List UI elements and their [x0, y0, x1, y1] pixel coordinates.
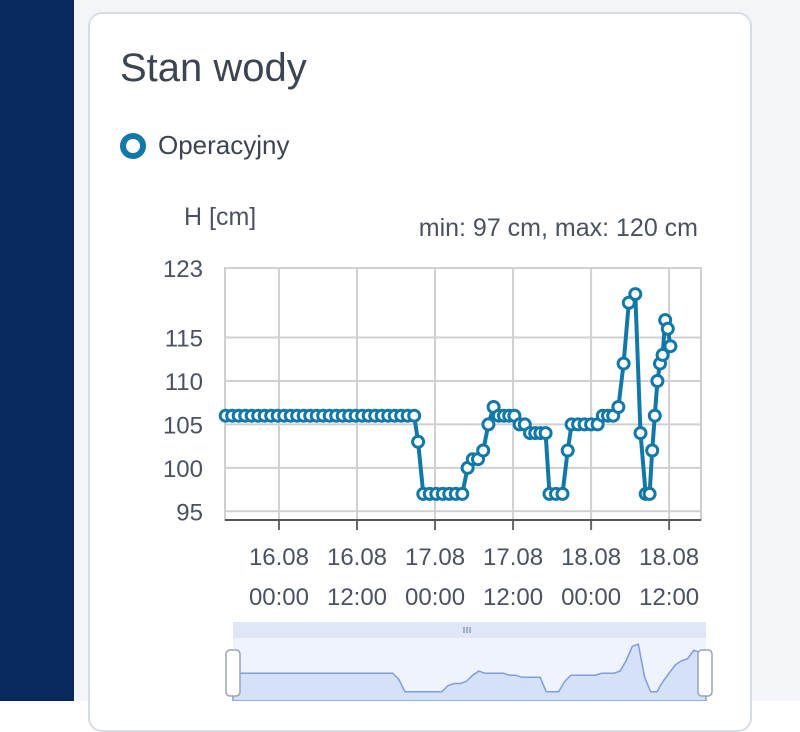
data-point [660, 321, 675, 336]
data-point [616, 356, 631, 371]
data-point [455, 486, 470, 501]
data-point [555, 486, 570, 501]
data-point [647, 408, 662, 423]
data-point [407, 408, 422, 423]
data-point [633, 426, 648, 441]
y-tick-label: 95 [176, 499, 203, 526]
x-tick-label-time: 00:00 [405, 584, 465, 611]
y-axis-label: H [cm] [184, 203, 256, 231]
data-point [655, 347, 670, 362]
data-point [642, 486, 657, 501]
data-point [611, 400, 626, 414]
water-level-chart: H [cm] min: 97 cm, max: 120 cm 95 100 105 1… [163, 203, 713, 701]
min-max-summary: min: 97 cm, max: 120 cm [419, 214, 698, 242]
data-point [663, 339, 678, 354]
x-tick-label-time: 12:00 [483, 584, 543, 611]
card-title: Stan wody [120, 46, 307, 90]
data-point [411, 434, 426, 449]
y-axis-ticks: 95 100 105 110 115 123 [163, 256, 203, 526]
x-tick-label-time: 12:00 [639, 584, 699, 611]
y-tick-label: 105 [163, 412, 203, 439]
data-point [645, 443, 660, 458]
data-point [481, 417, 496, 432]
legend-circle-icon [120, 132, 146, 159]
series-line [225, 292, 673, 496]
data-point [538, 426, 553, 441]
data-point [621, 295, 636, 310]
y-tick-label: 123 [163, 256, 203, 283]
water-level-card: Stan wody Operacyjny [88, 12, 752, 732]
grid [224, 267, 702, 530]
y-tick-label: 100 [163, 456, 203, 483]
data-point [650, 374, 665, 388]
y-tick-label: 110 [165, 369, 203, 396]
x-tick-label-date: 16.08 [249, 544, 309, 571]
x-axis-ticks: 16.08 00:00 16.08 12:00 17.08 00:00 17.08 12:00… [249, 544, 699, 611]
navigator-handle-right[interactable] [697, 649, 713, 697]
x-tick-label-date: 17.08 [483, 544, 543, 571]
x-tick-label-date: 18.08 [561, 544, 621, 571]
legend-item-operacyjny[interactable]: Operacyjny [120, 130, 290, 161]
data-point [560, 443, 575, 458]
x-tick-label-time: 00:00 [249, 584, 309, 611]
x-tick-label-date: 16.08 [327, 544, 387, 571]
legend-label: Operacyjny [158, 130, 290, 160]
navigator-area [232, 643, 707, 701]
data-point [476, 443, 491, 458]
x-tick-label-time: 12:00 [327, 584, 387, 611]
navigator-handle-left[interactable] [225, 649, 241, 697]
navigator[interactable] [225, 622, 713, 701]
data-point [628, 287, 643, 302]
x-tick-label-time: 00:00 [561, 584, 621, 611]
y-tick-label: 115 [165, 326, 203, 353]
x-tick-label-date: 18.08 [639, 544, 699, 571]
x-tick-label-date: 17.08 [405, 544, 465, 571]
sidebar-strip [0, 0, 74, 701]
series-operacyjny [218, 287, 678, 501]
